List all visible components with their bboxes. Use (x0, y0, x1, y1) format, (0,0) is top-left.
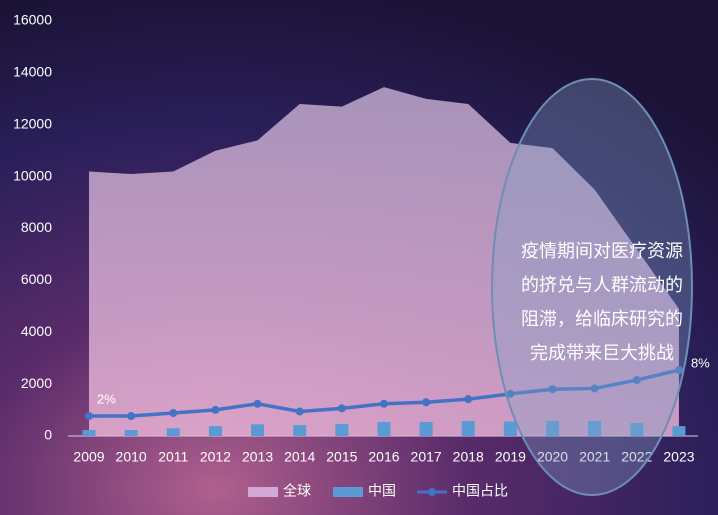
legend-swatch (248, 487, 278, 497)
legend-label: 中国占比 (452, 483, 508, 499)
line-point (548, 385, 557, 394)
x-tick-label: 2011 (158, 449, 188, 465)
bar (208, 426, 222, 436)
x-tick-label: 2023 (663, 449, 694, 465)
x-tick-label: 2022 (621, 449, 652, 465)
y-tick-label: 10000 (13, 167, 52, 183)
line-point (337, 404, 346, 413)
bar (166, 428, 180, 436)
bar (461, 420, 475, 436)
x-tick-label: 2017 (411, 449, 442, 465)
area (89, 87, 679, 436)
y-tick-label: 6000 (21, 271, 52, 287)
legend-swatch (428, 488, 436, 496)
x-tick-label: 2018 (453, 449, 484, 465)
annotation-line: 完成带来巨大挑战 (530, 343, 674, 363)
x-tick-label: 2015 (326, 449, 357, 465)
plot: 0 2000 4000 6000 8000 10000 12000 14000 16000 2% 8… (13, 12, 710, 499)
bar (251, 424, 265, 436)
highlight-ellipse (491, 78, 693, 496)
y-tick-label: 14000 (13, 64, 52, 80)
line-point (379, 399, 388, 408)
line-point (127, 412, 136, 421)
bar (630, 423, 644, 436)
bar (419, 421, 433, 436)
y-tick-label: 12000 (13, 115, 52, 131)
y-tick-label: 4000 (21, 323, 52, 339)
bar (588, 420, 602, 436)
line-point (464, 395, 473, 404)
bar (503, 421, 517, 436)
line-point (590, 384, 599, 393)
line-point (506, 389, 515, 398)
x-tick-label: 2009 (73, 449, 104, 465)
bar (82, 430, 96, 436)
x-tick-label: 2014 (284, 449, 315, 465)
line-point (674, 366, 683, 375)
bar (335, 424, 349, 436)
x-tick-label: 2021 (579, 449, 610, 465)
line-point (169, 408, 178, 417)
bar (124, 430, 138, 436)
annotation-line: 阻滞，给临床研究的 (521, 309, 683, 329)
value-label: 8% (691, 355, 710, 370)
legend-label: 全球 (283, 483, 311, 499)
x-tick-label: 2019 (495, 449, 526, 465)
bar (377, 421, 391, 436)
bar (546, 420, 560, 436)
line-point (211, 405, 220, 414)
annotation-line: 疫情期间对医疗资源 (521, 241, 683, 261)
y-tick-label: 16000 (13, 12, 52, 28)
x-tick-label: 2010 (116, 449, 147, 465)
x-tick-label: 2016 (368, 449, 399, 465)
legend-label: 中国 (368, 483, 396, 499)
line-point (85, 412, 93, 421)
x-tick-label: 2020 (537, 449, 568, 465)
y-tick-label: 8000 (21, 219, 52, 235)
line-point (422, 398, 431, 407)
y-tick-label: 2000 (21, 375, 52, 391)
y-tick-label: 0 (44, 427, 52, 443)
bar (293, 425, 307, 436)
x-tick-label: 2013 (242, 449, 273, 465)
legend-swatch (333, 487, 363, 497)
annotation-line: 的挤兑与人群流动的 (521, 275, 683, 295)
bar (672, 426, 686, 436)
line-point (295, 407, 304, 416)
line-point (253, 399, 262, 408)
line-point (632, 376, 641, 385)
value-label: 2% (97, 391, 116, 406)
x-tick-label: 2012 (200, 449, 231, 465)
